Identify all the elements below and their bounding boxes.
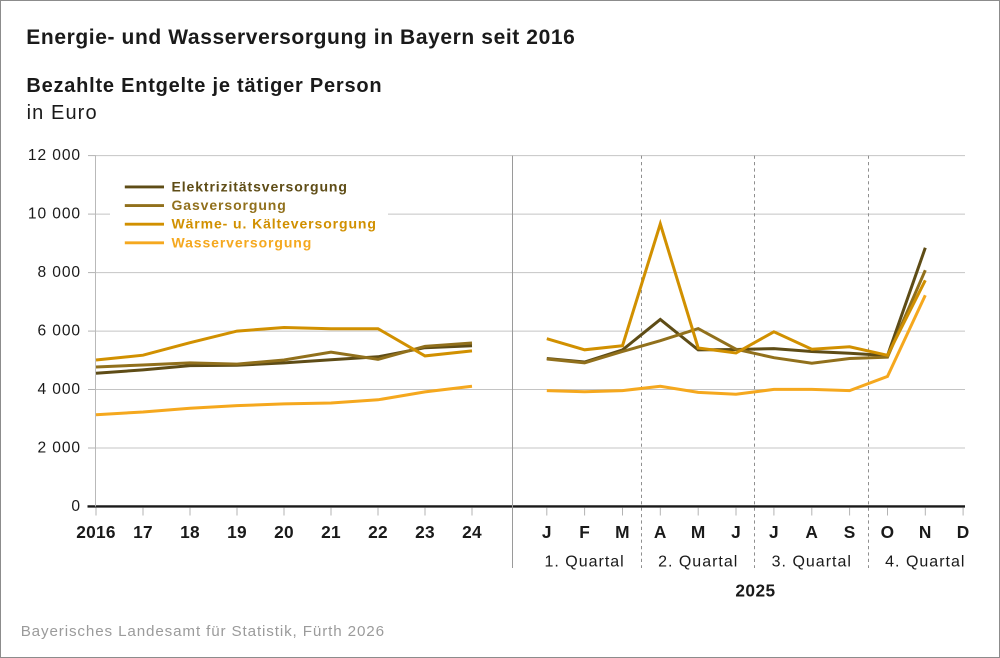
svg-text:D: D — [957, 522, 970, 542]
svg-text:M: M — [615, 522, 630, 542]
svg-text:A: A — [654, 522, 667, 542]
svg-text:S: S — [844, 522, 856, 542]
svg-text:22: 22 — [368, 522, 388, 542]
svg-text:M: M — [691, 522, 706, 542]
svg-text:Energie- und Wasserversorgung: Energie- und Wasserversorgung in Bayern … — [26, 26, 575, 49]
svg-text:8 000: 8 000 — [37, 264, 81, 281]
svg-text:17: 17 — [133, 522, 153, 542]
svg-text:Bezahlte Entgelte je tätiger P: Bezahlte Entgelte je tätiger Person — [26, 75, 382, 97]
svg-text:1. Quartal: 1. Quartal — [544, 554, 624, 571]
svg-text:A: A — [805, 522, 818, 542]
svg-text:2025: 2025 — [735, 581, 775, 601]
svg-text:Wärme- u. Kälteversorgung: Wärme- u. Kälteversorgung — [172, 216, 377, 232]
svg-text:Wasserversorgung: Wasserversorgung — [172, 234, 313, 250]
svg-text:N: N — [919, 522, 932, 542]
svg-text:F: F — [579, 522, 590, 542]
svg-text:18: 18 — [180, 522, 200, 542]
svg-text:4. Quartal: 4. Quartal — [885, 554, 965, 571]
svg-text:2 000: 2 000 — [37, 440, 81, 457]
svg-text:20: 20 — [274, 522, 294, 542]
svg-text:2. Quartal: 2. Quartal — [658, 554, 738, 571]
svg-text:Elektrizitätsversorgung: Elektrizitätsversorgung — [172, 178, 348, 194]
svg-text:J: J — [731, 522, 741, 542]
svg-text:J: J — [542, 522, 552, 542]
svg-text:21: 21 — [321, 522, 341, 542]
svg-text:23: 23 — [415, 522, 435, 542]
svg-text:Gasversorgung: Gasversorgung — [172, 197, 287, 213]
svg-text:12 000: 12 000 — [28, 147, 81, 164]
svg-text:6 000: 6 000 — [37, 323, 81, 340]
svg-text:in Euro: in Euro — [27, 102, 98, 124]
svg-text:3. Quartal: 3. Quartal — [772, 554, 852, 571]
svg-text:J: J — [769, 522, 779, 542]
svg-text:2016: 2016 — [76, 522, 115, 542]
svg-text:4 000: 4 000 — [37, 381, 81, 398]
svg-text:19: 19 — [227, 522, 247, 542]
svg-text:Bayerisches Landesamt für Stat: Bayerisches Landesamt für Statistik, Für… — [21, 623, 385, 640]
svg-text:0: 0 — [71, 498, 81, 515]
svg-text:O: O — [881, 522, 895, 542]
svg-text:24: 24 — [462, 522, 482, 542]
svg-text:10 000: 10 000 — [28, 206, 81, 223]
